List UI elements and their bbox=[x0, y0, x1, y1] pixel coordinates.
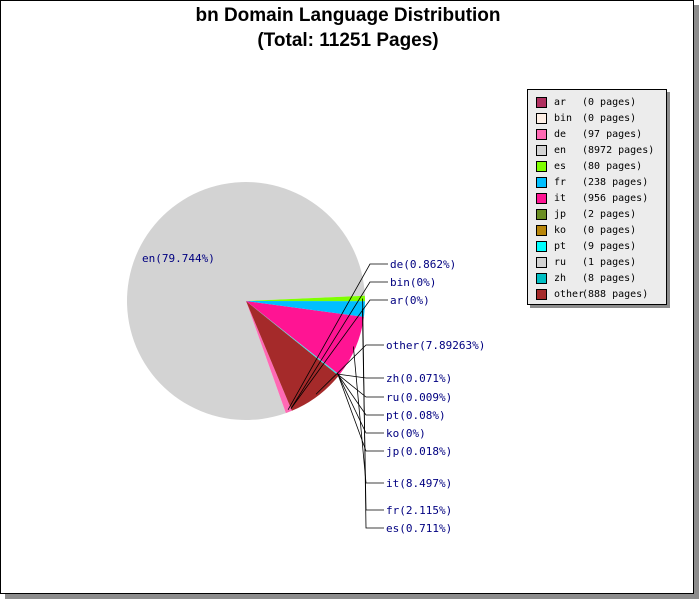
legend-swatch-ko bbox=[536, 224, 547, 236]
chart-subtitle: (Total: 11251 Pages) bbox=[257, 30, 439, 51]
slice-label-bin: bin(0%) bbox=[390, 276, 436, 289]
legend-value-other: (888 pages) bbox=[582, 288, 649, 300]
legend-code-it: it bbox=[554, 192, 567, 204]
legend-code-zh: zh bbox=[554, 272, 567, 284]
legend-code-ru: ru bbox=[554, 256, 567, 268]
legend-swatch-jp bbox=[536, 208, 547, 220]
chart-legend: ar (0 pages) bin (0 pages) de (97 pages) en (89… bbox=[527, 89, 667, 305]
legend-item-ru: ru (1 pages) bbox=[528, 254, 666, 270]
legend-value-zh: (8 pages) bbox=[582, 272, 637, 284]
pie-slice-jp bbox=[246, 301, 340, 375]
slice-label-pt: pt(0.08%) bbox=[386, 409, 446, 422]
legend-item-de: de (97 pages) bbox=[528, 126, 666, 142]
legend-value-de: (97 pages) bbox=[582, 128, 643, 140]
legend-item-it: it (956 pages) bbox=[528, 190, 666, 206]
leader-line-pt bbox=[336, 373, 384, 416]
slice-label-ko: ko(0%) bbox=[386, 427, 426, 440]
legend-item-fr: fr (238 pages) bbox=[528, 174, 666, 190]
legend-swatch-zh bbox=[536, 272, 547, 284]
legend-swatch-other bbox=[536, 288, 547, 300]
slice-label-zh: zh(0.071%) bbox=[386, 372, 452, 385]
legend-item-es: es (80 pages) bbox=[528, 158, 666, 174]
legend-code-ko: ko bbox=[554, 224, 567, 236]
legend-value-ar: (0 pages) bbox=[582, 96, 637, 108]
leader-line-ar bbox=[290, 299, 388, 409]
slice-label-it: it(8.497%) bbox=[386, 477, 452, 490]
slice-label-ru: ru(0.009%) bbox=[386, 391, 452, 404]
legend-code-ar: ar bbox=[554, 96, 567, 108]
leader-line-jp bbox=[337, 373, 384, 452]
legend-value-ko: (0 pages) bbox=[582, 224, 637, 236]
pie-slice-pt bbox=[246, 301, 340, 376]
legend-swatch-bin bbox=[536, 112, 547, 124]
legend-swatch-ru bbox=[536, 256, 547, 268]
legend-swatch-pt bbox=[536, 240, 547, 252]
leader-line-zh bbox=[336, 373, 384, 379]
legend-item-ar: ar (0 pages) bbox=[528, 94, 666, 110]
pie-slice-en bbox=[127, 182, 365, 421]
legend-swatch-es bbox=[536, 160, 547, 172]
legend-value-ru: (1 pages) bbox=[582, 256, 637, 268]
leader-line-ko bbox=[337, 373, 384, 434]
legend-value-es: (80 pages) bbox=[582, 160, 643, 172]
slice-label-en: en(79.744%) bbox=[142, 252, 215, 265]
legend-item-pt: pt (9 pages) bbox=[528, 238, 666, 254]
legend-code-bin: bin bbox=[554, 112, 573, 124]
legend-swatch-en bbox=[536, 144, 547, 156]
legend-code-other: other bbox=[554, 288, 585, 300]
legend-item-bin: bin (0 pages) bbox=[528, 110, 666, 126]
leader-line-de bbox=[287, 263, 388, 410]
slice-label-es: es(0.711%) bbox=[386, 522, 452, 535]
legend-value-jp: (2 pages) bbox=[582, 208, 637, 220]
chart-title: bn Domain Language Distribution bbox=[195, 5, 501, 26]
legend-item-zh: zh (8 pages) bbox=[528, 270, 666, 286]
legend-item-jp: jp (2 pages) bbox=[528, 206, 666, 222]
pie-slice-fr bbox=[246, 301, 365, 317]
legend-value-fr: (238 pages) bbox=[582, 176, 649, 188]
legend-swatch-it bbox=[536, 192, 547, 204]
pie-slice-it bbox=[246, 301, 364, 375]
legend-code-jp: jp bbox=[554, 208, 567, 220]
slice-label-jp: jp(0.018%) bbox=[386, 445, 452, 458]
legend-code-de: de bbox=[554, 128, 567, 140]
legend-item-ko: ko (0 pages) bbox=[528, 222, 666, 238]
legend-swatch-ar bbox=[536, 96, 547, 108]
pie-slice-ru bbox=[246, 301, 339, 376]
slice-label-ar: ar(0%) bbox=[390, 294, 430, 307]
legend-code-pt: pt bbox=[554, 240, 567, 252]
legend-item-other: other (888 pages) bbox=[528, 286, 666, 302]
legend-code-es: es bbox=[554, 160, 567, 172]
legend-value-en: (8972 pages) bbox=[582, 144, 655, 156]
leader-line-it bbox=[352, 346, 384, 484]
leader-line-other bbox=[315, 344, 384, 395]
legend-code-fr: fr bbox=[554, 176, 567, 188]
leader-line-es bbox=[362, 298, 384, 529]
legend-value-bin: (0 pages) bbox=[582, 112, 637, 124]
legend-value-it: (956 pages) bbox=[582, 192, 649, 204]
legend-swatch-de bbox=[536, 128, 547, 140]
pie-slice-other bbox=[246, 301, 339, 411]
pie-slice-zh bbox=[246, 301, 339, 376]
legend-item-en: en (8972 pages) bbox=[528, 142, 666, 158]
legend-code-en: en bbox=[554, 144, 567, 156]
legend-value-pt: (9 pages) bbox=[582, 240, 637, 252]
leader-line-ru bbox=[336, 373, 384, 398]
slice-label-other: other(7.89263%) bbox=[386, 339, 485, 352]
legend-swatch-fr bbox=[536, 176, 547, 188]
slice-label-de: de(0.862%) bbox=[390, 258, 456, 271]
pie-slice-de bbox=[246, 301, 292, 414]
pie-slice-es bbox=[246, 295, 365, 302]
leader-line-bin bbox=[290, 281, 388, 409]
slice-label-fr: fr(2.115%) bbox=[386, 504, 452, 517]
